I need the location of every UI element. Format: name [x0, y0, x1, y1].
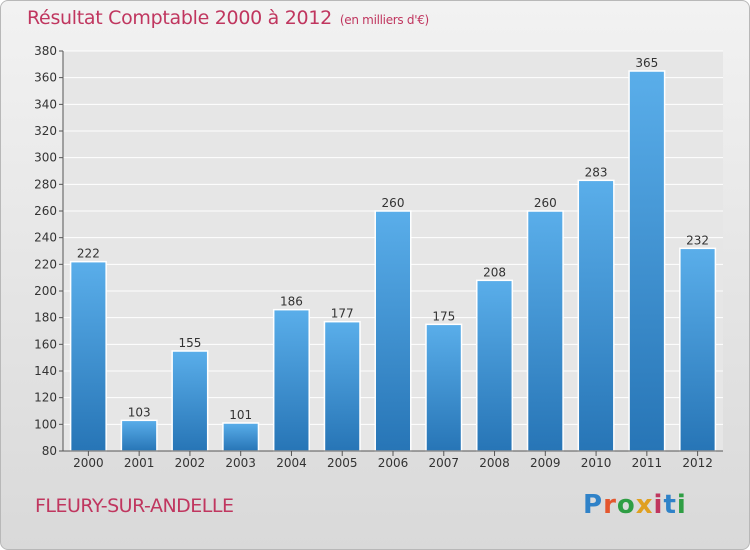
- bar: [526, 210, 564, 452]
- y-tick-label: 100: [34, 417, 57, 431]
- x-tick-label: 2005: [327, 456, 358, 470]
- y-tick-label: 140: [34, 364, 57, 378]
- data-label: 222: [77, 247, 100, 261]
- x-tick-label: 2003: [225, 456, 256, 470]
- y-tick-label: 80: [42, 444, 57, 458]
- data-label: 155: [178, 336, 201, 350]
- x-tick-label: 2011: [632, 456, 663, 470]
- x-tick-label: 2002: [175, 456, 206, 470]
- y-tick-label: 260: [34, 204, 57, 218]
- bar: [577, 179, 615, 452]
- y-tick-label: 220: [34, 257, 57, 271]
- data-label: 175: [432, 309, 455, 323]
- x-tick-label: 2006: [378, 456, 409, 470]
- y-tick-label: 180: [34, 311, 57, 325]
- y-tick-label: 380: [34, 44, 57, 58]
- bar: [628, 70, 666, 452]
- chart-title: Résultat Comptable 2000 à 2012 (en millie…: [27, 7, 429, 29]
- y-tick-label: 160: [34, 337, 57, 351]
- y-tick-label: 240: [34, 231, 57, 245]
- data-label: 208: [483, 265, 506, 279]
- data-label: 101: [229, 408, 252, 422]
- data-label: 365: [635, 56, 658, 70]
- y-tick-label: 320: [34, 124, 57, 138]
- bar: [476, 279, 514, 452]
- place-name: FLEURY-SUR-ANDELLE: [35, 495, 234, 517]
- x-tick-label: 2001: [124, 456, 155, 470]
- data-label: 260: [382, 196, 405, 210]
- bar: [679, 247, 717, 452]
- x-tick-label: 2010: [581, 456, 612, 470]
- x-tick-label: 2009: [530, 456, 561, 470]
- proxiti-logo[interactable]: Proxiti: [583, 490, 687, 520]
- y-tick-label: 200: [34, 284, 57, 298]
- bar: [120, 419, 158, 452]
- data-label: 232: [686, 233, 709, 247]
- bar: [222, 422, 260, 452]
- chart-title-text: Résultat Comptable 2000 à 2012: [27, 7, 332, 29]
- bar: [171, 350, 209, 452]
- data-label: 283: [585, 165, 608, 179]
- x-tick-label: 2008: [479, 456, 510, 470]
- bar: [272, 308, 310, 452]
- y-tick-label: 300: [34, 151, 57, 165]
- y-tick-label: 280: [34, 177, 57, 191]
- bar: [374, 210, 412, 452]
- x-tick-label: 2012: [682, 456, 713, 470]
- x-tick-label: 2000: [73, 456, 104, 470]
- y-tick-label: 340: [34, 97, 57, 111]
- data-label: 186: [280, 295, 303, 309]
- data-label: 177: [331, 307, 354, 321]
- x-tick-label: 2004: [276, 456, 307, 470]
- data-label: 260: [534, 196, 557, 210]
- data-label: 103: [128, 405, 151, 419]
- bar: [69, 260, 107, 452]
- y-tick-label: 120: [34, 391, 57, 405]
- bar: [425, 323, 463, 452]
- x-tick-label: 2007: [428, 456, 459, 470]
- chart-subtitle: (en milliers d'€): [339, 13, 429, 27]
- y-tick-label: 360: [34, 71, 57, 85]
- bar: [323, 320, 361, 452]
